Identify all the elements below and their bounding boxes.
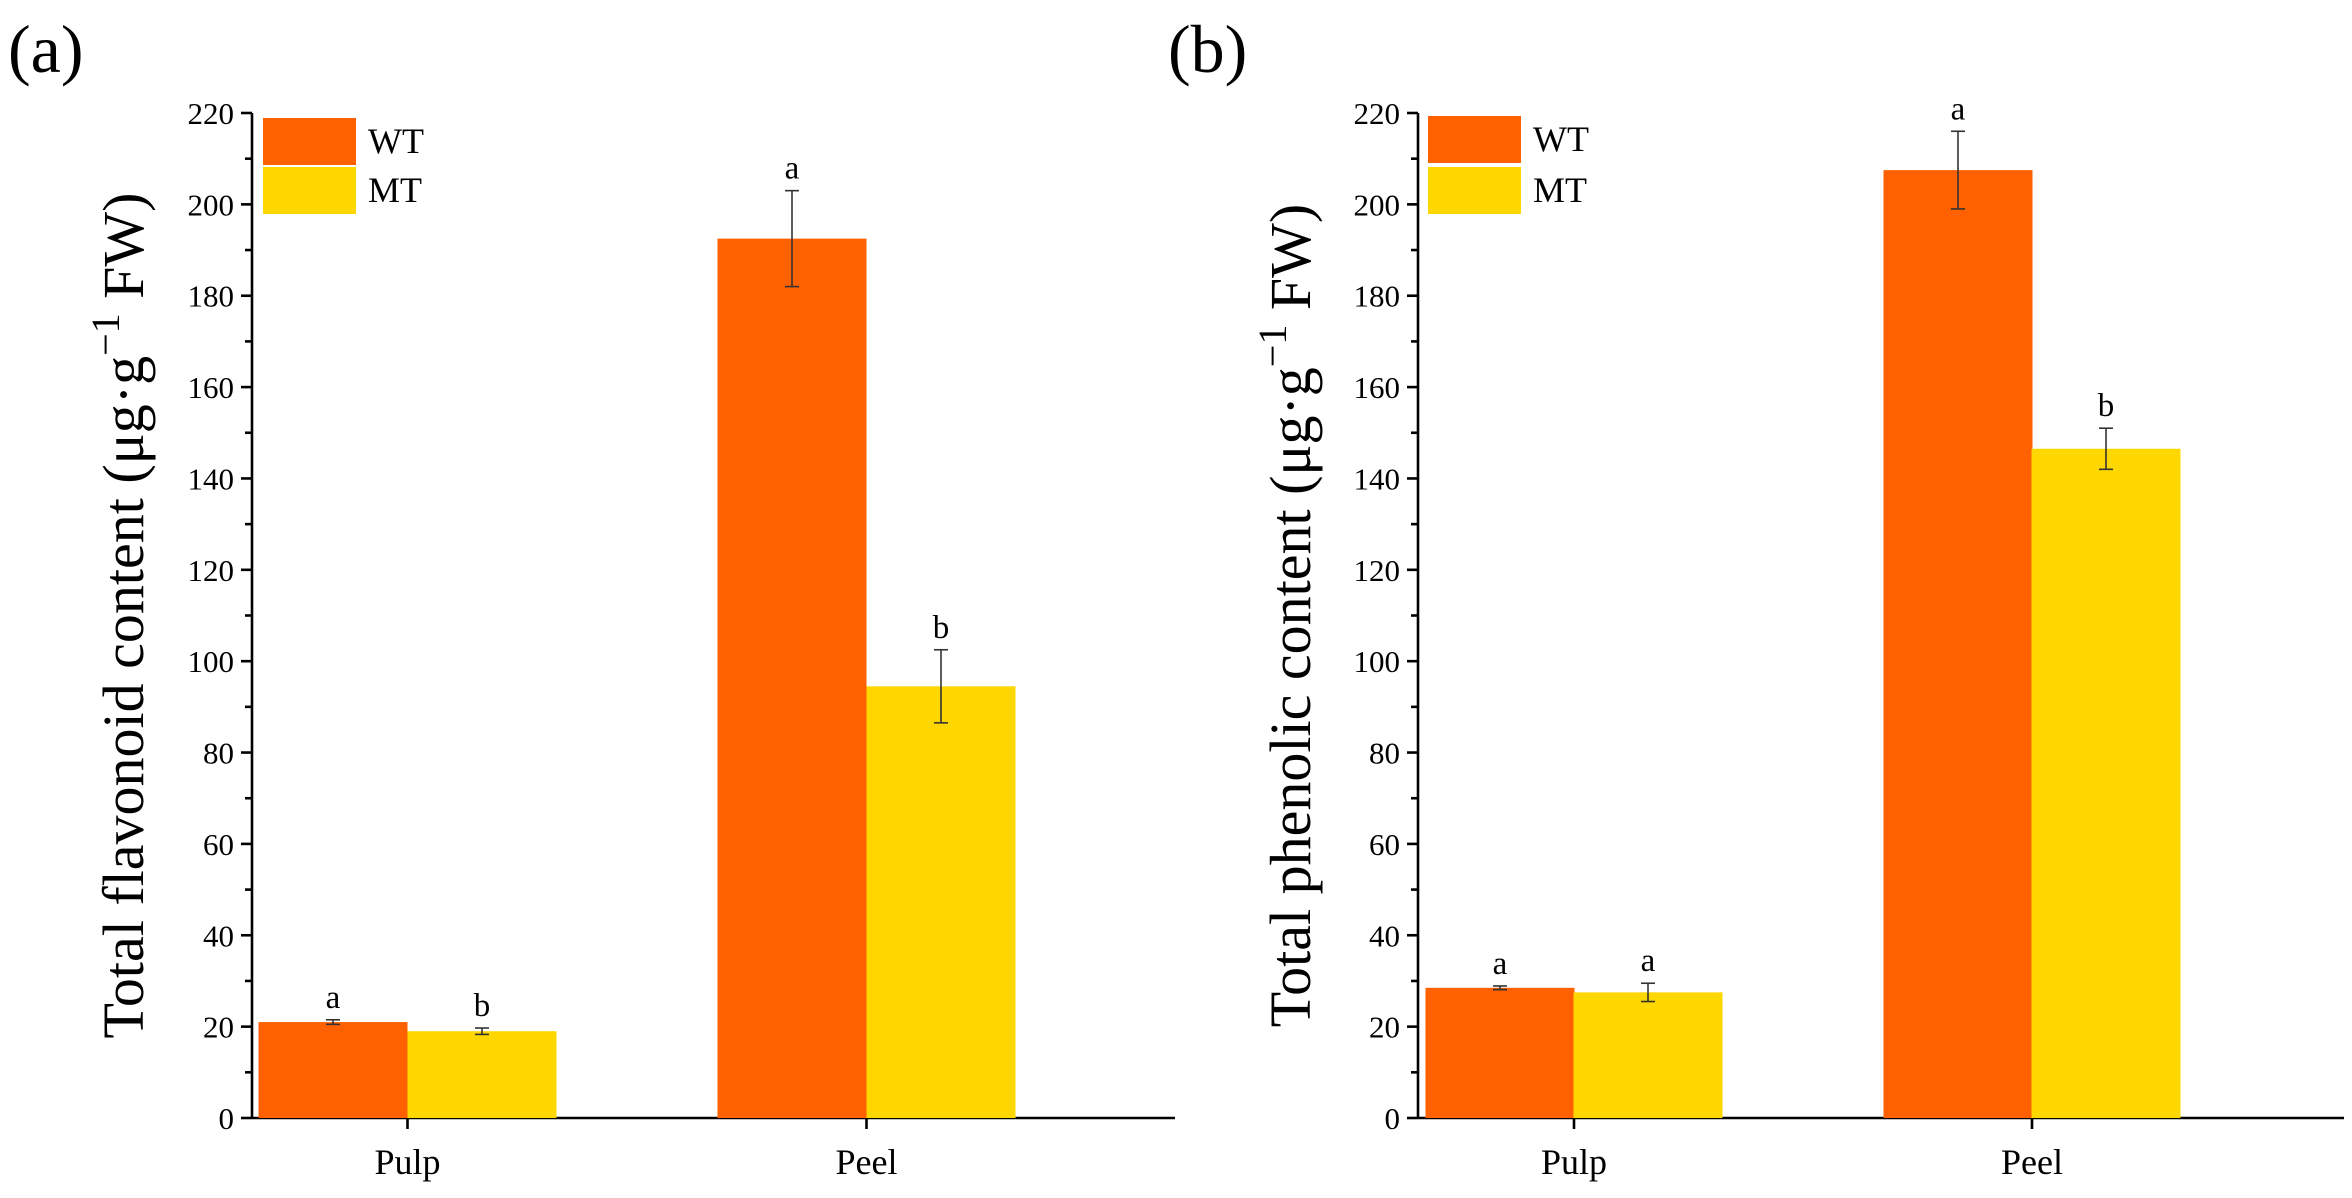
bar-wt-peel (717, 238, 867, 1118)
y-tick-label: 80 (1369, 736, 1400, 771)
legend-swatch-mt (1428, 167, 1521, 214)
y-axis-label-main: Total flavonoid content (μg·g (91, 356, 156, 1039)
y-tick-label: 0 (1385, 1101, 1401, 1136)
bar-wt-peel (1883, 170, 2033, 1118)
y-tick-label: 100 (188, 644, 235, 679)
y-tick-label: 200 (1354, 187, 1401, 222)
significance-letter: a (1951, 91, 1966, 127)
x-category-label: Pulp (1541, 1142, 1607, 1182)
y-axis-label-superscript: −1 (1250, 325, 1295, 368)
significance-letter: b (474, 988, 491, 1024)
y-tick-label: 140 (1354, 461, 1401, 496)
bar-wt-pulp (258, 1022, 408, 1118)
significance-letter: a (326, 980, 341, 1016)
y-tick-label: 60 (1369, 827, 1400, 862)
x-category-label: Peel (2001, 1142, 2063, 1182)
y-tick-label: 20 (1369, 1010, 1400, 1045)
y-tick-label: 140 (188, 461, 235, 496)
bar-wt-pulp (1425, 987, 1575, 1118)
y-tick-label: 220 (188, 96, 235, 131)
y-axis-label-tail: FW) (91, 193, 156, 314)
y-tick-label: 80 (203, 736, 234, 771)
y-tick-label: 200 (188, 187, 235, 222)
legend-label-wt: WT (1533, 119, 1589, 159)
y-axis-label: Total flavonoid content (μg·g−1 FW) (83, 193, 156, 1039)
panel-label: (a) (8, 11, 83, 87)
bar-mt-peel (2031, 448, 2181, 1118)
y-tick-label: 180 (188, 279, 235, 314)
y-tick-label: 0 (219, 1101, 235, 1136)
y-tick-label: 160 (188, 370, 235, 405)
bar-mt-pulp (1573, 992, 1723, 1118)
y-tick-label: 100 (1354, 644, 1401, 679)
y-tick-label: 120 (188, 553, 235, 588)
bar-mt-peel (866, 686, 1016, 1118)
y-tick-label: 20 (203, 1010, 234, 1045)
significance-letter: a (1641, 943, 1656, 979)
panel-a: (a) 0 20 40 60 80 100 120 140 160 180 200 220 Total f… (8, 11, 1175, 1182)
y-tick-label: 40 (1369, 918, 1400, 953)
y-axis-label-tail: FW) (1258, 204, 1323, 325)
y-axis-label: Total phenolic content (μg·g−1 FW) (1250, 204, 1323, 1027)
y-axis-label-main: Total phenolic content (μg·g (1258, 367, 1323, 1027)
legend-swatch-wt (1428, 116, 1521, 163)
significance-letter: b (933, 610, 950, 646)
y-tick-label: 120 (1354, 553, 1401, 588)
panel-label: (b) (1168, 11, 1247, 87)
x-category-label: Peel (836, 1142, 898, 1182)
x-category-label: Pulp (374, 1142, 440, 1182)
y-tick-label: 160 (1354, 370, 1401, 405)
y-tick-label: 220 (1354, 96, 1401, 131)
y-tick-label: 180 (1354, 279, 1401, 314)
legend-swatch-wt (263, 118, 356, 165)
legend-swatch-mt (263, 167, 356, 214)
legend-label-mt: MT (1533, 170, 1587, 210)
significance-letter: a (785, 151, 800, 187)
significance-letter: a (1493, 946, 1508, 982)
y-axis-label-superscript: −1 (83, 313, 128, 356)
significance-letter: b (2098, 388, 2115, 424)
legend-label-wt: WT (368, 121, 424, 161)
legend-label-mt: MT (368, 170, 422, 210)
y-tick-label: 40 (203, 918, 234, 953)
bar-mt-pulp (407, 1031, 557, 1118)
y-tick-label: 60 (203, 827, 234, 862)
panel-b: (b) 0 20 40 60 80 100 120 140 160 180 200 220 Total p… (1168, 11, 2344, 1182)
